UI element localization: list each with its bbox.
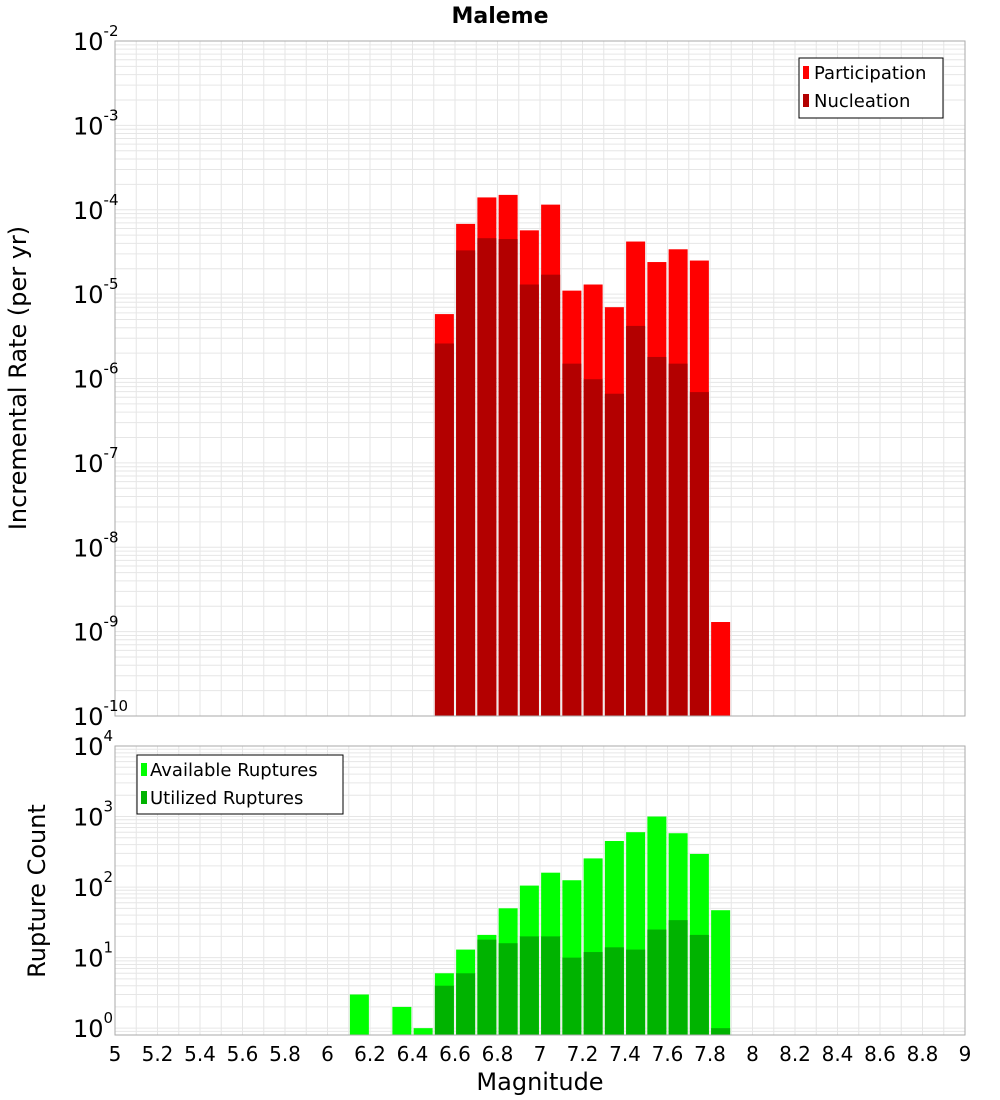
x-tick-label: 7.6 [652,1042,684,1066]
x-tick-label: 8.8 [907,1042,939,1066]
bottom-y-tick-label: 100 [73,1009,113,1043]
top-nucleation-bar [456,250,476,717]
legend-participation-swatch [803,66,809,79]
bottom-y-axis-label: Rupture Count [23,804,51,978]
top-y-tick-label: 10-4 [73,191,119,225]
bottom-y-ticks: 100 101 102 103 104 [73,727,113,1043]
top-y-tick-label: 10-9 [73,613,119,647]
bottom-utilized-ruptures-bar [498,943,518,1035]
top-nucleation-bar [647,356,667,716]
bottom-utilized-ruptures-bar [434,985,454,1035]
legend-utilized-swatch [141,791,147,804]
top-y-tick-label: 10-2 [73,22,119,56]
top-y-tick-label: 10-3 [73,106,119,140]
top-plot-frame [114,40,966,717]
x-tick-label: 6.6 [439,1042,471,1066]
x-tick-label: 7.2 [567,1042,599,1066]
x-tick-label: 5.2 [142,1042,174,1066]
x-tick-label: 8.2 [779,1042,811,1066]
x-tick-label: 5.8 [269,1042,301,1066]
legend-utilized-label: Utilized Ruptures [150,788,303,809]
chart-title: Maleme [451,4,548,29]
bottom-legend: Available Ruptures Utilized Ruptures [136,754,344,815]
top-y-tick-label: 10-8 [73,528,119,562]
legend-participation-label: Participation [814,63,926,84]
top-nucleation-bar [519,284,539,716]
top-nucleation-bar [689,392,709,716]
top-nucleation-bar [626,325,646,716]
x-tick-label: 8.6 [864,1042,896,1066]
bottom-utilized-ruptures-bar [668,920,688,1035]
top-nucleation-bar [498,239,518,716]
top-bars [434,194,731,717]
top-plot-panel: 10-10 10-9 10-8 10-7 10-6 10-5 10-4 10-3 10-2 In… [4,22,966,731]
top-nucleation-bar [562,363,582,716]
x-tick-label: 6.2 [354,1042,386,1066]
bottom-y-tick-label: 102 [73,868,113,902]
top-nucleation-bar [541,274,561,716]
bottom-y-tick-label: 103 [73,798,113,832]
bottom-y-tick-label: 104 [73,727,113,761]
top-y-tick-label: 10-10 [73,697,128,731]
legend-nucleation-label: Nucleation [814,91,910,112]
bottom-available-ruptures-bar [413,1028,433,1035]
bottom-utilized-ruptures-bar [562,957,582,1035]
bottom-utilized-ruptures-bar [477,939,497,1035]
bottom-utilized-ruptures-bar [519,936,539,1035]
top-y-tick-label: 10-6 [73,360,119,394]
bottom-utilized-ruptures-bar [689,934,709,1035]
top-nucleation-bar [604,393,624,716]
bottom-plot-panel: 100 101 102 103 104 Rupture Count Available … [23,727,966,1043]
legend-available-swatch [141,763,147,776]
x-tick-label: 5 [109,1042,122,1066]
bottom-available-ruptures-bar [349,994,369,1035]
x-tick-label: 5.4 [184,1042,216,1066]
x-tick-label: 9 [959,1042,972,1066]
top-nucleation-bar [583,379,603,716]
bottom-available-ruptures-bar [711,910,731,1035]
x-tick-label: 8.4 [822,1042,854,1066]
top-legend-box [798,57,944,119]
bottom-bars [349,816,731,1035]
x-tick-label: 6 [321,1042,334,1066]
top-nucleation-bar [434,343,454,716]
bottom-utilized-ruptures-bar [647,929,667,1035]
top-nucleation-bar [477,238,497,716]
top-participation-bar [711,622,731,716]
bottom-plot-frame [114,745,966,1036]
x-tick-label: 6.8 [482,1042,514,1066]
top-y-tick-label: 10-7 [73,444,119,478]
bottom-grid [114,745,966,1036]
x-tick-label: 8 [746,1042,759,1066]
x-tick-labels: 5 5.2 5.4 5.6 5.8 6 6.2 6.4 6.6 6.8 7 7.2 7.4 7.6 7.8 8… [109,1042,972,1066]
bottom-utilized-ruptures-bar [626,949,646,1035]
legend-available-label: Available Ruptures [150,760,318,781]
top-nucleation-bar [668,363,688,716]
bottom-utilized-ruptures-bar [456,973,476,1035]
x-tick-label: 7.4 [609,1042,641,1066]
bottom-utilized-ruptures-bar [583,952,603,1035]
x-tick-label: 7 [534,1042,547,1066]
top-y-axis-label: Incremental Rate (per yr) [4,226,32,530]
legend-nucleation-swatch [803,94,809,107]
x-axis-label: Magnitude [476,1068,603,1096]
bottom-utilized-ruptures-bar [604,947,624,1035]
bottom-y-tick-label: 101 [73,939,113,973]
bottom-utilized-ruptures-bar [711,1028,731,1035]
bottom-available-ruptures-bar [392,1006,412,1035]
top-y-tick-label: 10-5 [73,275,119,309]
bottom-utilized-ruptures-bar [541,936,561,1035]
top-grid [114,40,966,717]
x-tick-label: 5.6 [227,1042,259,1066]
x-tick-label: 6.4 [397,1042,429,1066]
top-legend: Participation Nucleation [798,57,944,119]
bottom-legend-box [136,754,344,815]
x-tick-label: 7.8 [694,1042,726,1066]
top-y-ticks: 10-10 10-9 10-8 10-7 10-6 10-5 10-4 10-3 10-2 [73,22,128,731]
